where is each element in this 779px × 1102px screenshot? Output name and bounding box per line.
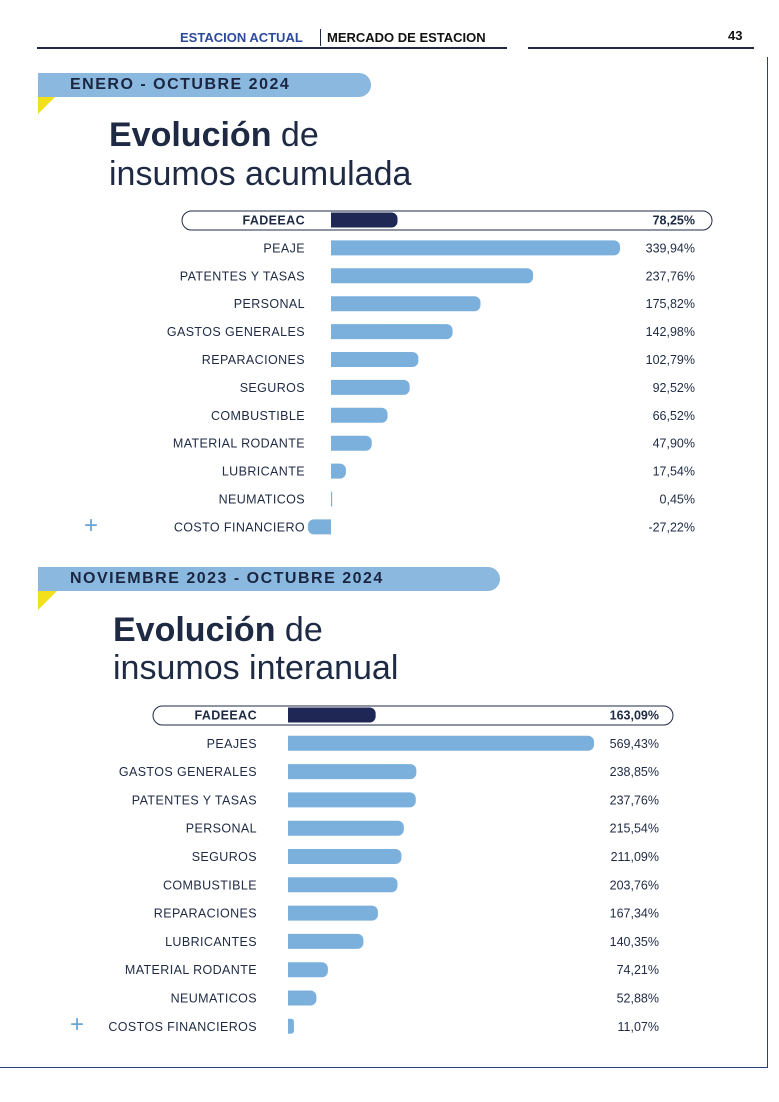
- category-label: PEAJE: [263, 241, 305, 255]
- category-label: FADEEAC: [194, 709, 257, 723]
- bar: [288, 1018, 294, 1034]
- category-label: FADEEAC: [242, 214, 305, 228]
- value-label: 102,79%: [646, 353, 695, 367]
- chart-title-2-line1: Evolución de: [113, 612, 323, 648]
- bar: [288, 820, 404, 836]
- bar: [331, 296, 481, 312]
- header-separator: [320, 29, 321, 46]
- category-label: PERSONAL: [234, 297, 305, 311]
- bar: [288, 735, 594, 751]
- value-label: 339,94%: [646, 241, 695, 255]
- bar-chart-acumulada: FADEEAC 78,25% PEAJE 339,94% PATENTES Y TASA…: [167, 210, 713, 535]
- accent-corner-2: [38, 590, 58, 610]
- period-pill-1: ENERO - OCTUBRE 2024: [38, 73, 371, 97]
- bar: [331, 324, 453, 340]
- category-label: SEGUROS: [192, 850, 257, 864]
- title-bold-1: Evolución: [109, 116, 272, 154]
- category-label: MATERIAL RODANTE: [125, 963, 257, 977]
- value-label: 140,35%: [610, 935, 659, 949]
- category-label: GASTOS GENERALES: [167, 325, 305, 339]
- value-label: 237,76%: [646, 269, 695, 283]
- value-label: 66,52%: [653, 409, 695, 423]
- bar: [331, 435, 372, 451]
- highlight-row-frame: [181, 210, 713, 231]
- bar: [288, 764, 417, 780]
- category-label: PEAJES: [207, 737, 257, 751]
- chart-title-1-line1: Evolución de: [109, 117, 319, 153]
- category-label: COMBUSTIBLE: [163, 878, 257, 892]
- bar: [331, 268, 534, 284]
- bar-chart-interanual: FADEEAC 163,09% PEAJES 569,43% GASTOS GENERA…: [108, 705, 674, 1034]
- header-rule-right: [528, 47, 754, 49]
- magazine-name: MERCADO DE ESTACION: [327, 30, 486, 45]
- value-label: 47,90%: [653, 437, 695, 451]
- value-label: 211,09%: [611, 850, 659, 864]
- category-label: MATERIAL RODANTE: [173, 437, 305, 451]
- title-rest-2: de: [275, 611, 323, 649]
- chart-title-1-line2: insumos acumulada: [109, 155, 412, 193]
- content-frame: [0, 57, 768, 1068]
- plus-icon-1: +: [84, 512, 99, 539]
- category-label: COMBUSTIBLE: [211, 409, 305, 423]
- category-label: NEUMATICOS: [219, 493, 305, 507]
- category-label: PERSONAL: [186, 822, 257, 836]
- value-label: 215,54%: [610, 822, 659, 836]
- value-label: 142,98%: [646, 325, 695, 339]
- bar: [288, 849, 402, 864]
- value-label: 238,85%: [610, 765, 659, 779]
- value-label: 78,25%: [653, 214, 695, 228]
- chart-title-2-line2: insumos interanual: [113, 649, 399, 687]
- highlight-bar: [331, 212, 398, 228]
- bar: [288, 792, 416, 808]
- bar: [331, 491, 333, 507]
- category-label: PATENTES Y TASAS: [180, 269, 305, 283]
- accent-corner-1: [38, 96, 56, 114]
- category-label: COSTO FINANCIERO: [174, 520, 305, 534]
- category-label: LUBRICANTES: [165, 935, 257, 949]
- title-rest-1: de: [271, 116, 319, 154]
- value-label: -27,22%: [648, 520, 695, 534]
- value-label: 92,52%: [653, 381, 695, 395]
- bar: [331, 463, 346, 479]
- value-label: 569,43%: [610, 737, 659, 751]
- bar: [288, 933, 364, 949]
- value-label: 0,45%: [660, 493, 695, 507]
- value-label: 17,54%: [653, 465, 695, 479]
- value-label: 163,09%: [610, 709, 659, 723]
- value-label: 11,07%: [618, 1020, 659, 1034]
- value-label: 52,88%: [617, 992, 659, 1006]
- page-number: 43: [728, 28, 743, 43]
- category-label: REPARACIONES: [154, 907, 257, 921]
- category-label: COSTOS FINANCIEROS: [108, 1020, 257, 1034]
- section-name: ESTACION ACTUAL: [180, 30, 303, 45]
- bar: [288, 877, 398, 893]
- bar: [331, 379, 410, 395]
- category-label: GASTOS GENERALES: [119, 765, 257, 779]
- plus-icon-2: +: [70, 1011, 85, 1038]
- bar: [288, 905, 378, 921]
- bar: [331, 352, 419, 367]
- period-pill-2: NOVIEMBRE 2023 - OCTUBRE 2024: [38, 567, 500, 591]
- page-header: ESTACION ACTUAL MERCADO DE ESTACION 43: [0, 0, 779, 56]
- category-label: REPARACIONES: [202, 353, 305, 367]
- highlight-row-frame: [152, 705, 674, 726]
- value-label: 74,21%: [617, 963, 659, 977]
- category-label: PATENTES Y TASAS: [132, 793, 257, 807]
- bar: [331, 240, 620, 256]
- bar: [288, 990, 317, 1006]
- title-bold-2: Evolución: [113, 611, 276, 649]
- header-rule-left: [37, 47, 507, 49]
- category-label: NEUMATICOS: [171, 992, 257, 1006]
- value-label: 203,76%: [610, 878, 659, 892]
- value-label: 175,82%: [646, 297, 695, 311]
- value-label: 237,76%: [610, 793, 659, 807]
- bar: [307, 519, 331, 535]
- highlight-bar: [288, 707, 376, 723]
- bar: [331, 407, 388, 423]
- bar: [288, 962, 328, 978]
- value-label: 167,34%: [610, 907, 659, 921]
- category-label: SEGUROS: [240, 381, 305, 395]
- category-label: LUBRICANTE: [222, 465, 305, 479]
